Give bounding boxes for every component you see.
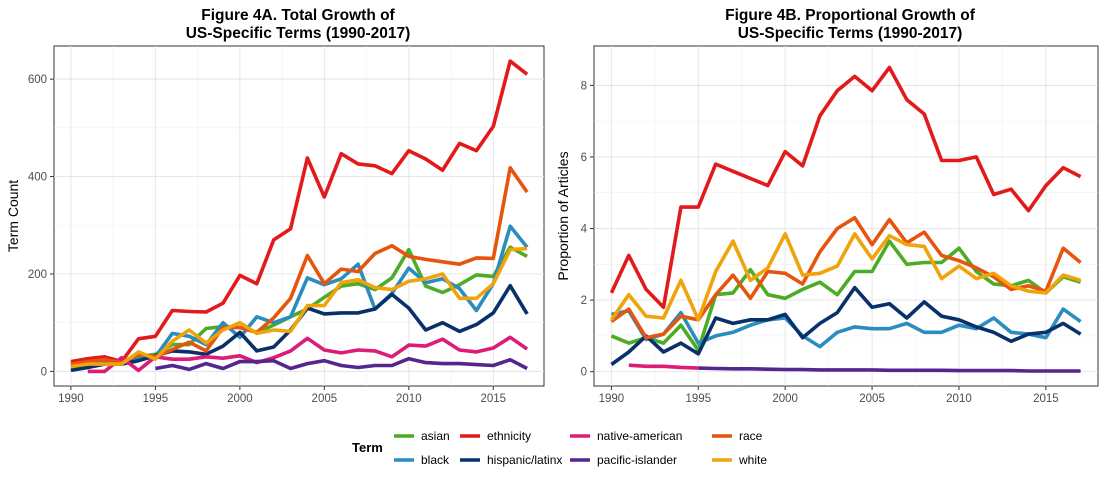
legend-label: white (738, 453, 767, 467)
x-tick-label: 2005 (859, 393, 885, 405)
series-line-pacific-islander (698, 366, 1081, 373)
x-tick-label: 1995 (143, 393, 169, 405)
panel-4a: Figure 4A. Total Growth of US-Specific T… (5, 7, 545, 405)
legend-item-white: white (712, 453, 767, 467)
plot-panel (53, 45, 545, 387)
legend: Term asian black ethnicity hispanic/latinx n… (352, 429, 767, 467)
series-line-native-american (628, 363, 699, 370)
series-line-native-american (87, 335, 529, 374)
legend-item-black: black (394, 453, 450, 467)
legend-label: black (421, 453, 450, 467)
x-tick-label: 2000 (772, 393, 798, 405)
legend-label: pacific-islander (597, 453, 677, 467)
y-tick-label: 6 (581, 152, 587, 164)
panel-4b: Figure 4B. Proportional Growth of US-Spe… (555, 7, 1099, 405)
chart-title-line1: Figure 4A. Total Growth of (201, 7, 395, 24)
chart-title-line2: US-Specific Terms (1990-2017) (738, 25, 963, 42)
series-line-white (609, 232, 1082, 322)
legend-item-race: race (712, 429, 763, 443)
y-tick-label: 2 (581, 295, 587, 307)
y-tick-label: 0 (41, 366, 47, 378)
series-line-hispanic-latinx (610, 285, 1082, 366)
legend-item-native-american: native-american (570, 429, 682, 443)
series-line-white (70, 246, 528, 369)
y-axis: 0 2 4 6 8 (581, 80, 594, 379)
y-axis: 0 200 400 600 (28, 74, 54, 378)
y-axis-label: Proportion of Articles (555, 151, 571, 280)
x-axis: 1990 1995 2000 2005 2010 2015 (599, 386, 1059, 405)
y-tick-label: 200 (28, 269, 47, 281)
y-tick-label: 400 (28, 172, 47, 184)
series-line-race (610, 216, 1082, 340)
x-tick-label: 2010 (396, 393, 422, 405)
y-tick-label: 8 (581, 80, 587, 92)
y-tick-label: 600 (28, 74, 47, 86)
chart-title-line2: US-Specific Terms (1990-2017) (186, 25, 411, 42)
legend-label: native-american (597, 429, 682, 443)
series-line-black (611, 307, 1082, 349)
series-line-pacific-islander (155, 356, 528, 372)
series-line-ethnicity (70, 59, 529, 364)
series-lines (70, 59, 529, 374)
legend-item-ethnicity: ethnicity (460, 429, 531, 443)
legend-item-hispanic-latinx: hispanic/latinx (460, 453, 562, 467)
series-line-ethnicity (609, 65, 1082, 310)
y-axis-label: Term Count (5, 180, 21, 252)
gridlines (54, 46, 544, 386)
x-axis: 1990 1995 2000 2005 2010 2015 (58, 386, 506, 405)
x-tick-label: 2005 (312, 393, 338, 405)
legend-label: race (739, 429, 763, 443)
legend-label: hispanic/latinx (487, 453, 562, 467)
x-tick-label: 2015 (481, 393, 507, 405)
legend-title: Term (352, 440, 383, 455)
legend-item-asian: asian (394, 429, 450, 443)
y-tick-label: 0 (581, 367, 587, 379)
y-tick-label: 4 (581, 224, 588, 236)
x-tick-label: 2010 (946, 393, 972, 405)
x-tick-label: 2000 (227, 393, 253, 405)
x-tick-label: 1990 (58, 393, 84, 405)
legend-item-pacific-islander: pacific-islander (570, 453, 677, 467)
series-lines (609, 65, 1082, 373)
x-tick-label: 1995 (685, 393, 711, 405)
x-tick-label: 2015 (1033, 393, 1059, 405)
chart-title-line1: Figure 4B. Proportional Growth of (725, 7, 976, 24)
legend-label: asian (421, 429, 450, 443)
x-tick-label: 1990 (599, 393, 625, 405)
legend-label: ethnicity (487, 429, 531, 443)
